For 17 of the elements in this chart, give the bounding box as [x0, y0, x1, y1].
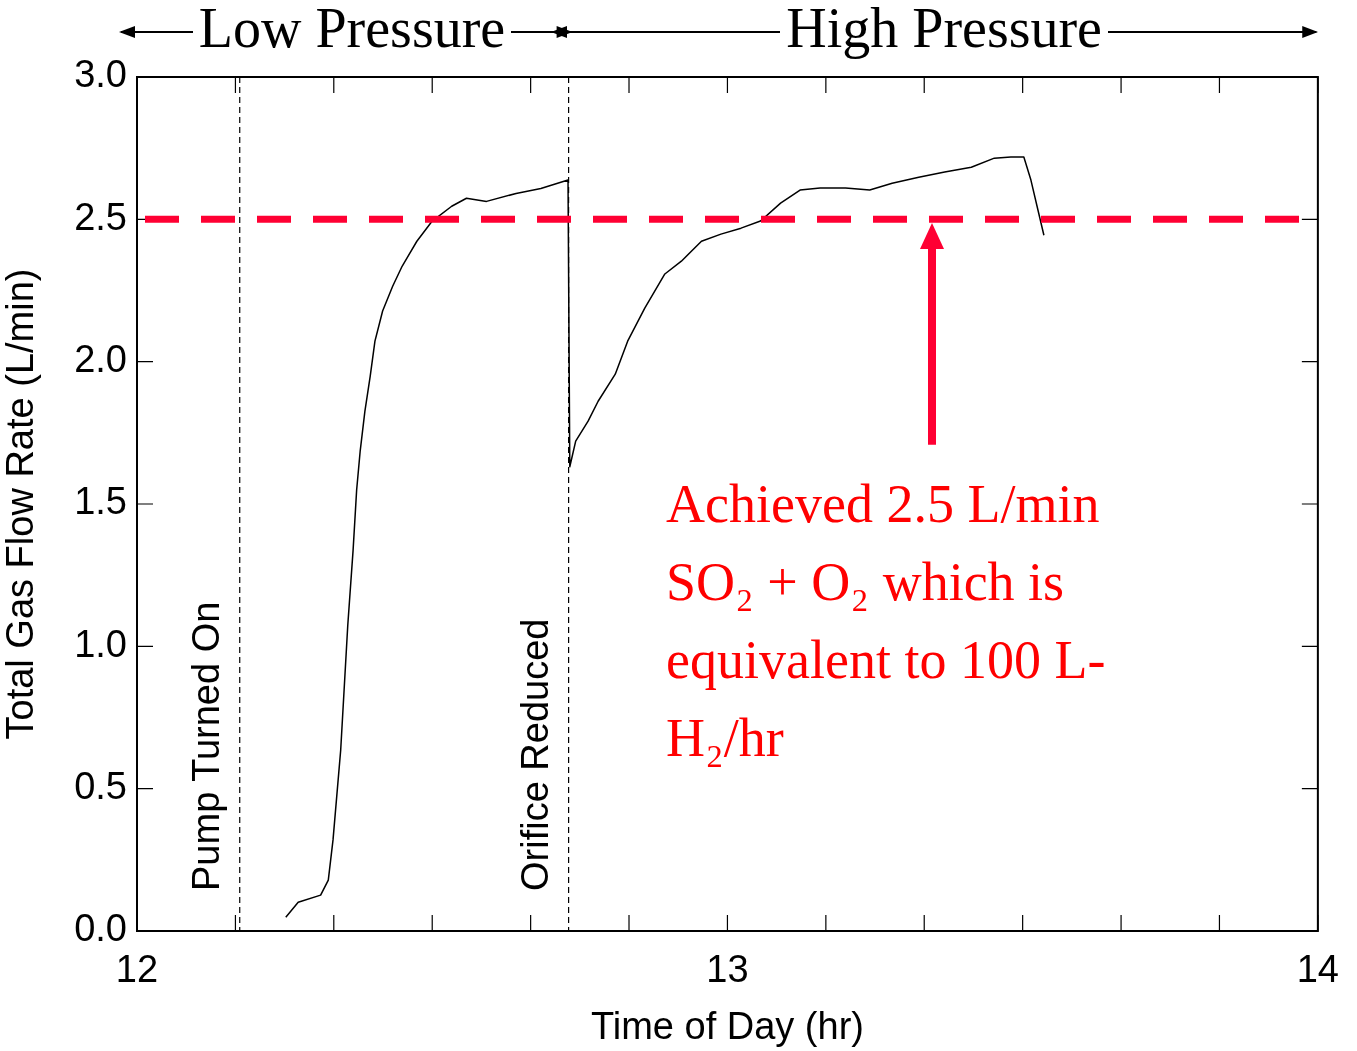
y-tick-label: 0.5 — [74, 765, 127, 808]
y-axis-title: Total Gas Flow Rate (L/min) — [0, 268, 42, 740]
y-tick-label: 2.0 — [74, 338, 127, 381]
x-tick-label: 12 — [115, 948, 159, 991]
text: High Pressure — [780, 0, 1108, 60]
x-tick-label: 13 — [706, 948, 749, 991]
ref-line-label: Orifice Reduced — [514, 618, 557, 891]
y-tick-label: 1.0 — [74, 622, 127, 665]
y-tick-label: 0.0 — [74, 907, 127, 950]
x-axis-title: Time of Day (hr) — [590, 1004, 864, 1047]
y-tick-label: 1.5 — [74, 480, 127, 523]
ref-line-label: Pump Turned On — [185, 601, 228, 891]
text: Low Pressure — [192, 0, 512, 60]
y-tick-label: 3.0 — [74, 53, 127, 96]
annotation: Achieved 2.5 L/min SO₂ + O₂ which is equivalent to 100 L-H₂/hr — [666, 473, 1107, 770]
x-tick-label: 14 — [1296, 948, 1340, 991]
y-tick-label: 2.5 — [74, 195, 127, 238]
